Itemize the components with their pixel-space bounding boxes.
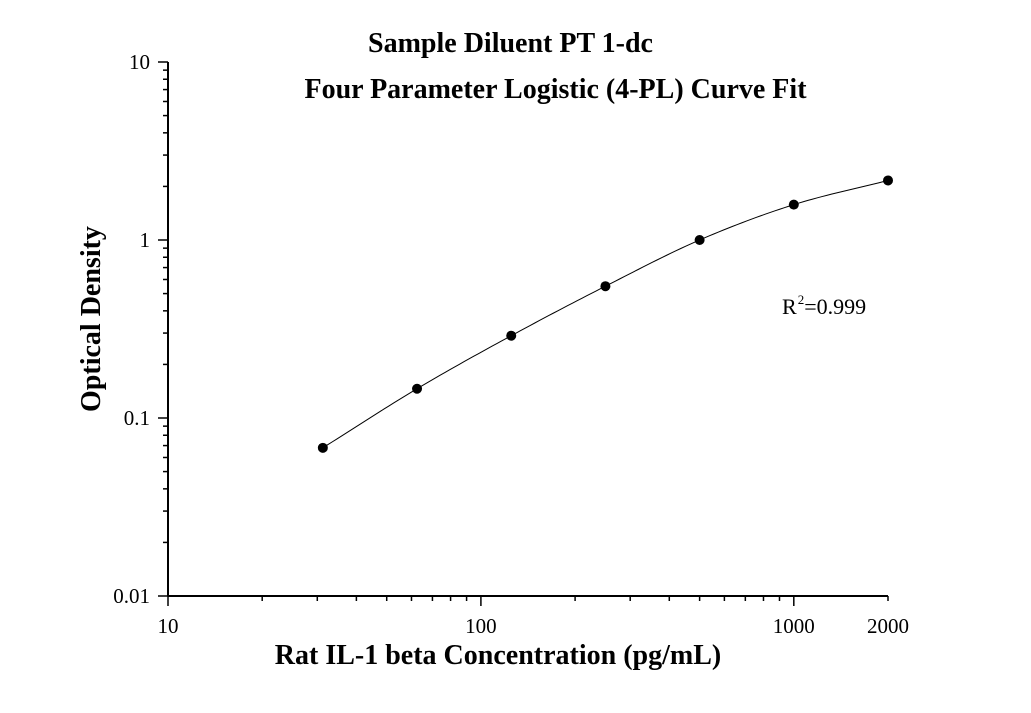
data-point [883, 175, 893, 186]
r-squared-letter: R [782, 294, 797, 319]
data-point [412, 383, 423, 394]
x-tick-label: 100 [465, 614, 497, 638]
data-point [694, 235, 705, 245]
x-tick-label: 2000 [867, 614, 909, 638]
x-tick-label: 10 [158, 614, 179, 638]
r-squared-value: =0.999 [804, 294, 867, 319]
data-point [506, 330, 517, 341]
data-point [600, 281, 611, 292]
x-axis-label: Rat IL-1 beta Concentration (pg/mL) [274, 640, 722, 671]
y-axis-label: Optical Density [76, 226, 107, 412]
r-squared-exponent: 2 [797, 292, 805, 307]
y-tick-label: 1 [140, 228, 151, 252]
y-tick-label: 10 [129, 50, 150, 74]
x-tick-label: 1000 [773, 614, 815, 638]
y-tick-label: 0.01 [113, 584, 150, 608]
r-squared-annotation: R2=0.999 [782, 292, 866, 320]
data-point [317, 442, 328, 453]
data-point [788, 199, 799, 210]
y-tick-label: 0.1 [124, 406, 150, 430]
chart-subtitle: Four Parameter Logistic (4-PL) Curve Fit [304, 74, 807, 105]
chart-title: Sample Diluent PT 1-dc [368, 28, 653, 59]
